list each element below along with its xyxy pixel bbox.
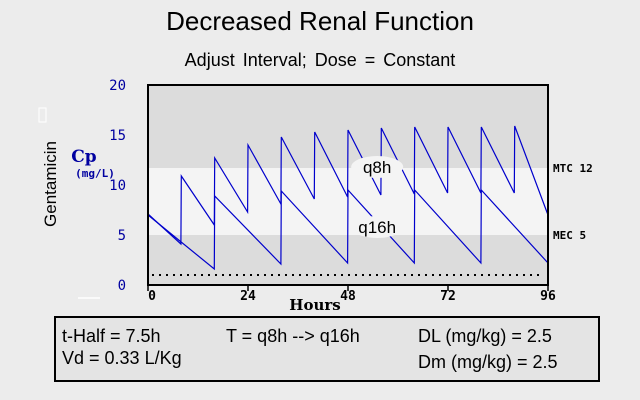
chart-subtitle: Adjust Interval; Dose = Constant: [184, 50, 456, 70]
annotation-q8h: q8h: [363, 158, 391, 177]
y-unit-cp-label: Cp: [71, 147, 97, 167]
y-tick-label: 20: [109, 78, 126, 94]
loading-dose-text: DL (mg/kg) = 2.5: [418, 326, 552, 346]
maintenance-dose-text: Dm (mg/kg) = 2.5: [418, 352, 558, 372]
annotation-q16h: q16h: [358, 218, 396, 237]
x-tick-label: 48: [340, 289, 356, 304]
x-tick-label: 0: [148, 289, 156, 304]
reference-label-mtc: MTC 12: [553, 162, 593, 175]
x-tick-label: 24: [240, 289, 256, 304]
volume-distribution-text: Vd = 0.33 L/Kg: [62, 348, 182, 368]
chart-title: Decreased Renal Function: [166, 6, 474, 36]
series-line-q8h: [147, 125, 549, 246]
series-line-q16h: [147, 188, 549, 271]
x-tick-label: 96: [540, 289, 556, 304]
y-tick-label: 0: [118, 278, 126, 294]
dosing-interval-text: T = q8h --> q16h: [226, 326, 360, 346]
y-tick-label: 5: [118, 228, 126, 244]
half-life-text: t-Half = 7.5h: [62, 326, 161, 346]
parameter-panel: t-Half = 7.5h Vd = 0.33 L/Kg T = q8h -->…: [54, 316, 600, 382]
y-tick-label: 15: [109, 128, 126, 144]
x-axis-label: Hours: [289, 296, 340, 314]
annotation-halo: [351, 156, 404, 178]
x-tick-label: 72: [440, 289, 456, 304]
y-unit-mgl-label: (mg/L): [75, 167, 115, 180]
reference-label-mec: MEC 5: [553, 229, 586, 242]
y-axis-label: Gentamicin: [41, 141, 60, 227]
decorative-mark: [38, 107, 47, 123]
y-tick-label: 10: [109, 178, 126, 194]
annotation-halo: [351, 216, 404, 238]
